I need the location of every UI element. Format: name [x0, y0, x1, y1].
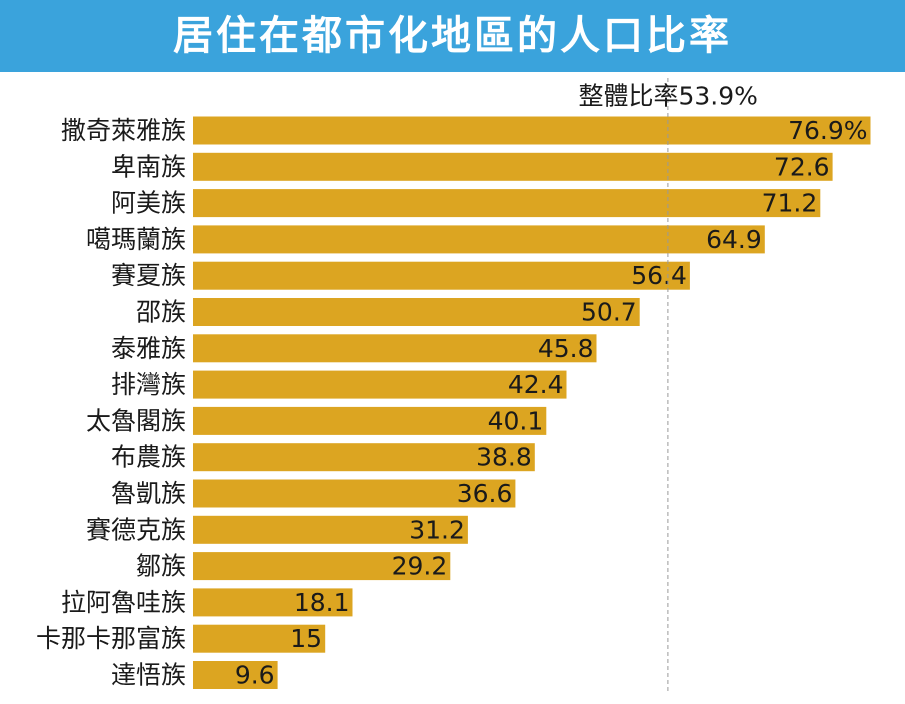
category-label: 拉阿魯哇族 — [61, 588, 186, 617]
category-label: 卑南族 — [111, 152, 186, 181]
category-label: 泰雅族 — [111, 334, 186, 363]
reference-label: 整體比率53.9% — [578, 82, 757, 111]
category-label: 鄒族 — [136, 552, 186, 581]
value-label: 18.1 — [294, 588, 350, 617]
value-label: 40.1 — [488, 406, 544, 435]
bar — [193, 661, 278, 689]
bar — [193, 515, 468, 544]
bar — [193, 189, 821, 218]
bar — [193, 370, 567, 399]
category-label: 排灣族 — [111, 370, 186, 399]
value-label: 76.9% — [788, 116, 867, 145]
category-label: 太魯閣族 — [86, 406, 186, 435]
bar — [193, 624, 326, 653]
bar — [193, 479, 516, 508]
value-label: 9.6 — [235, 661, 275, 690]
value-label: 36.6 — [457, 479, 513, 508]
bar — [193, 261, 690, 290]
bar — [193, 152, 833, 181]
category-label: 布農族 — [111, 443, 186, 472]
category-label: 撒奇萊雅族 — [61, 116, 186, 145]
bar — [193, 116, 871, 145]
bar — [193, 552, 451, 581]
category-label: 達悟族 — [111, 661, 186, 690]
chart-title: 居住在都市化地區的人口比率 — [173, 13, 732, 59]
value-label: 72.6 — [774, 152, 830, 181]
category-label: 賽夏族 — [111, 261, 186, 290]
value-label: 31.2 — [409, 515, 465, 544]
bar — [193, 406, 547, 435]
bar — [193, 225, 765, 254]
category-label: 噶瑪蘭族 — [86, 225, 186, 254]
bar — [193, 298, 640, 326]
value-label: 42.4 — [508, 370, 564, 399]
category-label: 阿美族 — [111, 189, 186, 218]
bar — [193, 588, 353, 617]
value-label: 71.2 — [762, 189, 818, 218]
value-label: 56.4 — [631, 261, 687, 290]
value-label: 15 — [290, 624, 322, 653]
value-label: 64.9 — [706, 225, 762, 254]
bar — [193, 334, 597, 363]
value-label: 45.8 — [538, 334, 594, 363]
category-label: 邵族 — [136, 298, 186, 327]
bar — [193, 443, 535, 472]
value-label: 50.7 — [581, 298, 637, 327]
value-label: 38.8 — [476, 443, 532, 472]
category-label: 卡那卡那富族 — [36, 624, 186, 653]
title-bar — [0, 0, 905, 72]
category-label: 魯凱族 — [111, 479, 186, 508]
category-label: 賽德克族 — [86, 515, 186, 544]
value-label: 29.2 — [392, 552, 448, 581]
